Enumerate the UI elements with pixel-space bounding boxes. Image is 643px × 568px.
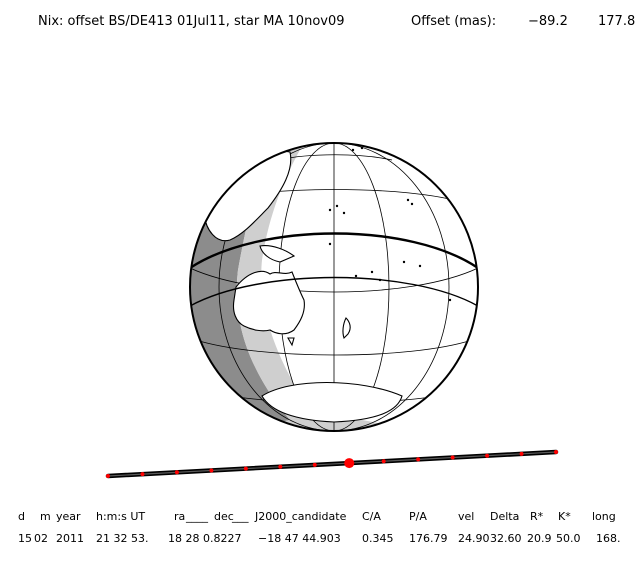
header-cell: d xyxy=(18,510,25,523)
time-tick-marker xyxy=(416,457,421,462)
offset-x-value: −89.2 xyxy=(528,14,568,29)
time-tick-marker xyxy=(243,466,248,471)
chord-line-inner xyxy=(107,451,557,477)
island-dot xyxy=(335,204,339,208)
header-cell: K* xyxy=(558,510,571,523)
time-tick-marker xyxy=(140,472,145,477)
island-dot xyxy=(418,264,422,268)
new-guinea-land xyxy=(259,245,296,263)
value-cell: 02 xyxy=(34,532,48,545)
island-dot xyxy=(402,260,406,264)
island-dot xyxy=(342,211,346,215)
header-cell: m xyxy=(40,510,51,523)
prediction-table: d m year h:m:s UT ra ____ dec ___ J2000_… xyxy=(0,510,643,554)
offset-readout: Offset (mas): xyxy=(411,14,496,29)
header-cell: Delta xyxy=(490,510,520,523)
value-cell: −18 47 44.903 xyxy=(258,532,341,545)
time-tick-marker xyxy=(485,453,490,458)
antarctica-land xyxy=(261,382,403,423)
header-cell: C/A xyxy=(362,510,381,523)
table-row: 15 02 2011 21 32 53. 18 28 0.8227 −18 47… xyxy=(0,532,643,554)
value-cell: 32.60 xyxy=(490,532,522,545)
value-cell: 20.9 xyxy=(527,532,552,545)
value-cell: 24.90 xyxy=(458,532,490,545)
shadow-path-south-limit xyxy=(190,276,478,307)
twilight-south xyxy=(190,410,420,431)
header-cell: vel xyxy=(458,510,475,523)
value-cell: 15 xyxy=(18,532,32,545)
header-cell: long xyxy=(592,510,616,523)
value-cell: 18 28 0.8227 xyxy=(168,532,242,545)
island-dot xyxy=(354,274,358,278)
occultation-chord xyxy=(105,449,559,479)
offset-label: Offset (mas): xyxy=(411,14,497,29)
meridian-line xyxy=(218,143,450,431)
island-dot xyxy=(370,270,374,274)
parallel-line xyxy=(195,339,473,356)
time-tick-marker xyxy=(554,450,558,454)
central-time-marker xyxy=(344,458,355,469)
value-cell: 0.345 xyxy=(362,532,394,545)
value-cell: 50.0 xyxy=(556,532,581,545)
globe-limb xyxy=(189,142,479,432)
header-cell: h:m:s UT xyxy=(96,510,146,523)
header-cell-sep: ___ xyxy=(232,510,249,523)
value-cell: 21 32 53. xyxy=(96,532,149,545)
occultation-header: Nix: offset BS/DE413 01Jul11, star MA 10… xyxy=(38,14,635,29)
table-header-row: d m year h:m:s UT ra ____ dec ___ J2000_… xyxy=(0,510,643,532)
shadow-path-north-limit xyxy=(190,232,478,270)
time-tick-marker xyxy=(450,455,455,460)
australia-land xyxy=(232,270,305,335)
value-cell: 168. xyxy=(596,532,621,545)
header-cell: P/A xyxy=(409,510,427,523)
time-tick-marker xyxy=(209,468,214,473)
new-zealand-land xyxy=(342,317,351,340)
header-cell: year xyxy=(56,510,81,523)
value-cell: 176.79 xyxy=(409,532,448,545)
island-dot xyxy=(351,148,355,152)
header-cell: R* xyxy=(530,510,544,523)
island-dot xyxy=(328,208,332,212)
tasmania-land xyxy=(287,337,295,347)
time-tick-marker xyxy=(106,474,110,478)
time-tick-marker xyxy=(278,464,283,469)
island-dot xyxy=(410,202,414,206)
time-tick-marker xyxy=(312,462,317,467)
time-tick-marker xyxy=(174,470,179,475)
island-dot xyxy=(328,242,332,246)
header-cell: J2000_candidate xyxy=(255,510,347,523)
island-dot xyxy=(406,198,410,202)
header-cell-sep: ____ xyxy=(186,510,208,523)
island-dot xyxy=(360,146,364,150)
header-cell: dec xyxy=(214,510,234,523)
prediction-title: Nix: offset BS/DE413 01Jul11, star MA 10… xyxy=(38,14,345,29)
time-tick-marker xyxy=(381,459,386,464)
parallel-line xyxy=(190,267,478,293)
value-cell: 2011 xyxy=(56,532,84,545)
offset-y-value: 177.8 xyxy=(598,14,636,29)
time-tick-marker xyxy=(519,451,524,456)
header-cell: ra xyxy=(174,510,186,523)
island-dot xyxy=(448,298,452,302)
